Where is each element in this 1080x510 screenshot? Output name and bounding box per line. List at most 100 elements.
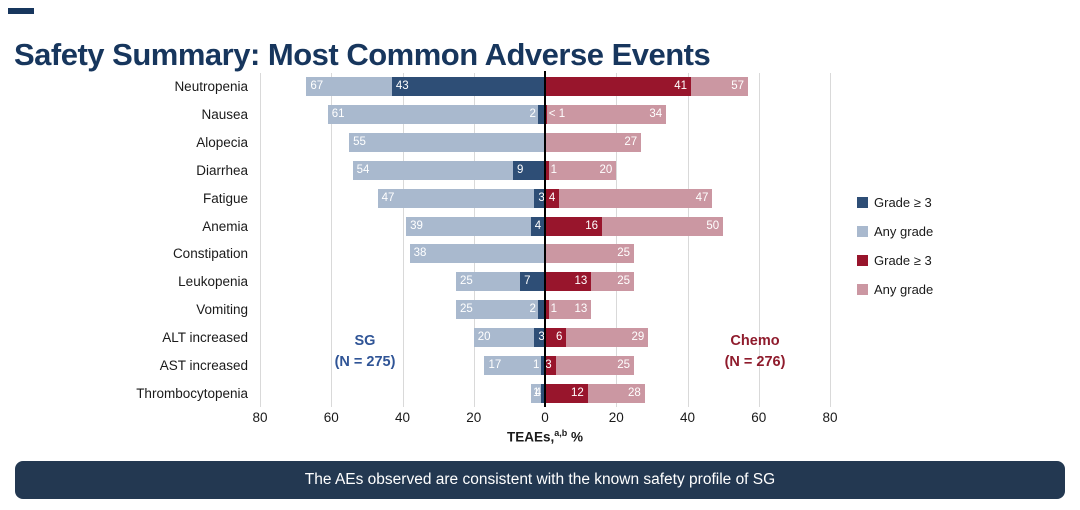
sg-bar: 55 xyxy=(260,133,545,153)
x-tick-label: 80 xyxy=(822,410,838,425)
x-tick-layer: 80 60 40 20 0 20 40 60 80 xyxy=(0,410,1080,428)
bar-value-label: 34 xyxy=(649,108,663,121)
bar-value-label: 9 xyxy=(516,163,524,176)
chemo-bar: < 1 34 xyxy=(545,105,830,125)
bar-segment-sg-any: 39 xyxy=(406,216,531,236)
legend-item: Grade ≥ 3 xyxy=(857,195,933,210)
bar-segment-sg-g3: 7 xyxy=(520,272,545,292)
bar-segment-ch-any: 13 xyxy=(548,300,592,320)
bar-value-label: 7 xyxy=(524,275,531,288)
footer-banner-text: The AEs observed are consistent with the… xyxy=(304,471,776,488)
bar-segment-ch-g3: 13 xyxy=(545,272,592,292)
chemo-group-name: Chemo xyxy=(730,333,780,349)
chemo-bar: 27 xyxy=(545,133,830,153)
bar-segment-sg-g3: 3 xyxy=(534,188,545,208)
bar-segment-sg-any: 25 xyxy=(455,300,538,320)
bar-segment-sg-g3: 3 xyxy=(534,327,545,347)
bar-segment-sg-any: 67 xyxy=(306,77,392,97)
chemo-bar: 12 28 xyxy=(545,383,830,403)
sg-bar: 25 7 xyxy=(260,272,545,292)
bar-segment-ch-g3: 41 xyxy=(545,77,692,97)
bar-value-label: 61 xyxy=(331,108,345,121)
legend-item: Any grade xyxy=(857,282,933,297)
category-label: Fatigue xyxy=(202,190,248,206)
bar-row: 47 3 4 47 xyxy=(260,184,830,212)
bar-value-label: 43 xyxy=(395,80,409,93)
chemo-bar: 3 25 xyxy=(545,355,830,375)
bar-value-label: 25 xyxy=(617,358,631,371)
legend-label: Grade ≥ 3 xyxy=(874,253,932,268)
bar-value-label: 25 xyxy=(459,275,473,288)
x-tick-label: 20 xyxy=(466,410,482,425)
bar-segment-sg-g3: 2 xyxy=(529,105,545,125)
bar-value-label: 6 xyxy=(555,330,563,343)
bar-segment-ch-g3: 1 xyxy=(545,300,557,320)
bar-segment-sg-any: 20 xyxy=(473,327,535,347)
chemo-bar: 1 13 xyxy=(545,300,830,320)
sg-group-name: SG xyxy=(354,333,376,349)
bar-value-label: 16 xyxy=(585,219,598,232)
sg-bar: 67 43 xyxy=(260,77,545,97)
chemo-bar: 4 47 xyxy=(545,188,830,208)
bar-value-label: 25 xyxy=(459,303,473,316)
bar-value-label: 1 xyxy=(533,358,540,371)
bar-row: 67 43 41 57 xyxy=(260,73,830,101)
bar-segment-ch-g3: 16 xyxy=(545,216,602,236)
bar-segment-ch-any: 50 xyxy=(602,216,724,236)
x-tick-label: 60 xyxy=(751,410,767,425)
category-label: Constipation xyxy=(172,246,248,262)
bar-value-label: 29 xyxy=(631,330,645,343)
bar-segment-ch-any: 27 xyxy=(545,133,642,153)
bar-segment-sg-g3: 2 xyxy=(529,300,545,320)
bar-segment-ch-g3: 3 xyxy=(545,355,556,375)
bar-segment-ch-g3: 1 xyxy=(545,160,557,180)
bar-value-label: 25 xyxy=(617,275,631,288)
chemo-bar: 13 25 xyxy=(545,272,830,292)
chemo-bar: 1 20 xyxy=(545,160,830,180)
sg-bar: 25 2 xyxy=(260,300,545,320)
bar-value-label: 2 xyxy=(529,303,536,316)
bar-segment-ch-any: 47 xyxy=(559,188,713,208)
gridline xyxy=(687,73,689,407)
bar-value-label: 27 xyxy=(624,136,638,149)
bar-value-label: 57 xyxy=(731,80,745,93)
bar-segment-ch-any: 34 xyxy=(546,105,667,125)
legend: Grade ≥ 3 Any grade Grade ≥ 3 Any grade xyxy=(857,195,933,312)
bar-value-label: 47 xyxy=(381,191,395,204)
x-tick-label: 0 xyxy=(541,410,549,425)
bar-row: 25 7 13 25 xyxy=(260,268,830,296)
bar-segment-sg-g3: 1 xyxy=(533,355,545,375)
bar-value-label: 2 xyxy=(529,108,536,121)
sg-bar: 61 2 xyxy=(260,105,545,125)
legend-swatch-icon xyxy=(857,284,868,295)
bar-segment-ch-any: 25 xyxy=(591,272,635,292)
x-tick-label: 80 xyxy=(252,410,268,425)
bar-segment-sg-any: 54 xyxy=(352,160,513,180)
category-label: Leukopenia xyxy=(178,274,248,290)
category-label: Diarrhea xyxy=(196,162,248,178)
x-tick-label: 40 xyxy=(679,410,696,425)
bar-segment-sg-g3: 43 xyxy=(391,77,545,97)
bar-value-label: 39 xyxy=(410,219,423,232)
gridline xyxy=(402,73,404,407)
bar-row: 38 25 xyxy=(260,240,830,268)
bar-segment-sg-g3: 1 xyxy=(533,383,545,403)
bar-segment-ch-g3: 12 xyxy=(545,383,588,403)
bar-segment-ch-g3: 6 xyxy=(545,327,567,347)
bar-value-label: 1 xyxy=(533,386,540,399)
x-axis-label-main: TEAEs, xyxy=(506,429,555,445)
legend-item: Grade ≥ 3 xyxy=(857,253,933,268)
category-label: Nausea xyxy=(201,107,248,123)
rows-layer: 67 43 41 57 61 2 < 1 34 55 27 54 9 1 20 47 3 4 47 39 4 16 50 3… xyxy=(260,73,830,407)
category-label: ALT increased xyxy=(162,329,248,345)
legend-item: Any grade xyxy=(857,224,933,239)
chemo-bar: 25 xyxy=(545,244,830,264)
x-axis-label-unit: % xyxy=(567,429,584,445)
bar-segment-sg-g3: 9 xyxy=(512,160,545,180)
bar-value-label: 41 xyxy=(674,80,688,93)
bar-row: 4 1 12 28 xyxy=(260,379,830,407)
bar-value-label: 55 xyxy=(353,136,366,149)
category-label: Thrombocytopenia xyxy=(136,385,248,401)
